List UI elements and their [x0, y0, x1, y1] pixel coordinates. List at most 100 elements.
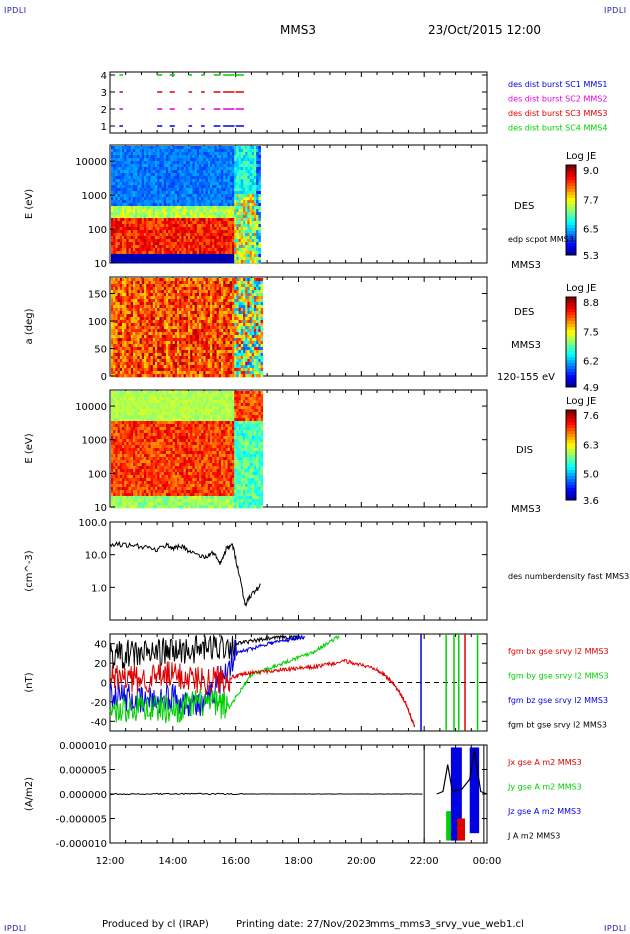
- magnetic-ytick--20: -20: [91, 698, 107, 709]
- magnetic-legend-4: fgm bt gse srvy l2 MMS3: [508, 721, 607, 730]
- dis-energy-colorbar-tick-3: 3.6: [583, 496, 599, 507]
- magnetic-ytick-20: 20: [94, 659, 107, 670]
- current-ytick--0.000005: -0.000005: [56, 815, 107, 826]
- current-ytick-0.000010: 0.000010: [59, 741, 107, 752]
- spacecraft-title: MMS3: [280, 23, 316, 37]
- footer-produced-by: Produced by cl (IRAP): [102, 919, 209, 930]
- des-energy-ytick-10: 10: [94, 259, 107, 270]
- dis-energy-ytick-100: 100: [88, 469, 107, 480]
- xaxis-tick-1600: 16:00: [221, 856, 250, 867]
- burst-ytick-4: 4: [101, 71, 107, 82]
- dis-energy-colorbar-tick-0: 7.6: [583, 411, 599, 422]
- dis-energy-ytick-10000: 10000: [75, 402, 107, 413]
- des-pitch-ytick-150: 150: [88, 290, 107, 301]
- footer-script: mms_mms3_srvy_vue_web1.cl: [370, 919, 524, 930]
- dis-energy-colorbar-title: Log JE: [566, 396, 596, 407]
- current-legend-2: Jy gse A m2 MMS3: [507, 783, 582, 792]
- des-pitch-label: DES: [514, 307, 534, 318]
- dis-energy-sc-label: MMS3: [511, 504, 541, 515]
- current-legend-4: J A m2 MMS3: [507, 832, 560, 841]
- burst-ytick-2: 2: [101, 105, 107, 116]
- current-ytick--0.000010: -0.000010: [56, 839, 107, 850]
- dis-energy-ytick-10: 10: [94, 503, 107, 514]
- current-spike-2: [457, 818, 466, 841]
- xaxis-tick-1400: 14:00: [158, 856, 187, 867]
- dis-energy-colorbar: [565, 409, 577, 501]
- dis-energy-colorbar-tick-2: 5.0: [583, 470, 599, 481]
- xaxis-tick-1200: 12:00: [96, 856, 125, 867]
- des-pitch-energy-label: 120-155 eV: [497, 372, 555, 383]
- des-energy-scpot-label: edp scpot MMS3: [508, 235, 574, 244]
- des-pitch-colorbar: [565, 296, 577, 388]
- corner-label-bottom-right: IPDLI: [604, 924, 627, 933]
- corner-label-bottom-left: IPDLI: [4, 924, 27, 933]
- density-ytick-10.0: 10.0: [85, 551, 107, 562]
- des-pitch-ytick-50: 50: [94, 345, 107, 356]
- magnetic-ytick--40: -40: [91, 717, 107, 728]
- xaxis-tick-2200: 22:00: [410, 856, 439, 867]
- des-energy-label: DES: [514, 201, 534, 212]
- dis-energy-heatmap: [111, 391, 264, 509]
- magnetic-ytick-40: 40: [94, 640, 107, 651]
- magnetic-series-2: [109, 634, 340, 724]
- burst-legend-4: des dist burst SC4 MMS4: [508, 124, 607, 133]
- burst-ytick-3: 3: [101, 88, 107, 99]
- current-spike-1: [450, 747, 462, 841]
- current-spike-3: [469, 747, 480, 834]
- des-energy-ytick-100: 100: [88, 225, 107, 236]
- des-energy-colorbar-tick-1: 7.7: [583, 195, 599, 206]
- dis-energy-label: DIS: [516, 445, 533, 456]
- corner-label-top-left: IPDLI: [4, 6, 27, 15]
- des-energy-colorbar-tick-3: 5.3: [583, 251, 599, 262]
- burst-legend-1: des dist burst SC1 MMS1: [508, 80, 607, 89]
- des-pitch-colorbar-tick-2: 6.2: [583, 357, 599, 368]
- current-series-quiet: [109, 792, 423, 796]
- dis-energy-ylabel: E (eV): [24, 433, 35, 463]
- des-energy-ytick-1000: 1000: [82, 191, 107, 202]
- burst-ytick-1: 1: [101, 122, 107, 133]
- des-pitch-ytick-100: 100: [88, 317, 107, 328]
- magnetic-legend-1: fgm bx gse srvy l2 MMS3: [508, 647, 609, 656]
- density-ytick-100.0: 100.0: [78, 518, 107, 529]
- current-legend-3: Jz gse A m2 MMS3: [507, 807, 581, 816]
- dis-energy-colorbar-tick-1: 6.3: [583, 440, 599, 451]
- des-pitch-colorbar-title: Log JE: [566, 283, 596, 294]
- dis-energy-ytick-1000: 1000: [82, 436, 107, 447]
- density-series: [109, 540, 261, 608]
- des-energy-colorbar: [565, 164, 577, 256]
- current-ytick-0.000005: 0.000005: [59, 766, 107, 777]
- des-pitch-ytick-0: 0: [101, 372, 107, 383]
- date-title: 23/Oct/2015 12:00: [428, 23, 542, 37]
- magnetic-legend-3: fgm bz gse srvy l2 MMS3: [508, 696, 608, 705]
- xaxis-tick-1800: 18:00: [284, 856, 313, 867]
- magnetic-series-4: [109, 634, 299, 669]
- density-ytick-1.0: 1.0: [91, 583, 107, 594]
- density-panel-frame: [109, 521, 488, 621]
- footer-printing-date: Printing date: 27/Nov/2023: [236, 919, 372, 930]
- des-energy-sc-label: MMS3: [511, 260, 541, 271]
- des-pitch-colorbar-tick-3: 4.9: [583, 383, 599, 394]
- burst-panel-frame: [109, 71, 488, 134]
- des-pitch-sc-label: MMS3: [511, 340, 541, 351]
- burst-legend-2: des dist burst SC2 MMS2: [508, 95, 607, 104]
- density-legend: des numberdensity fast MMS3: [508, 572, 629, 581]
- burst-legend-3: des dist burst SC3 MMS3: [508, 109, 607, 118]
- corner-label-top-right: IPDLI: [604, 6, 627, 15]
- xaxis-tick-0000: 00:00: [473, 856, 502, 867]
- des-energy-colorbar-tick-2: 6.5: [583, 225, 599, 236]
- magnetic-ylabel: (nT): [24, 672, 35, 692]
- des-energy-colorbar-title: Log JE: [566, 151, 596, 162]
- density-ylabel: (cm^-3): [24, 550, 35, 591]
- current-ytick-0.000000: 0.000000: [59, 790, 107, 801]
- des-energy-heatmap: [111, 146, 261, 264]
- magnetic-series-1: [109, 658, 415, 728]
- magnetic-legend-2: fgm by gse srvy l2 MMS3: [508, 672, 609, 681]
- des-pitch-colorbar-tick-0: 8.8: [583, 298, 599, 309]
- magnetic-ytick-0: 0: [101, 679, 107, 690]
- des-pitch-ylabel: a (deg): [24, 308, 35, 344]
- des-pitch-colorbar-tick-1: 7.5: [583, 327, 599, 338]
- current-legend-1: Jx gse A m2 MMS3: [507, 758, 582, 767]
- current-series-magnitude: [436, 749, 488, 795]
- current-ylabel: (A/m2): [24, 777, 35, 811]
